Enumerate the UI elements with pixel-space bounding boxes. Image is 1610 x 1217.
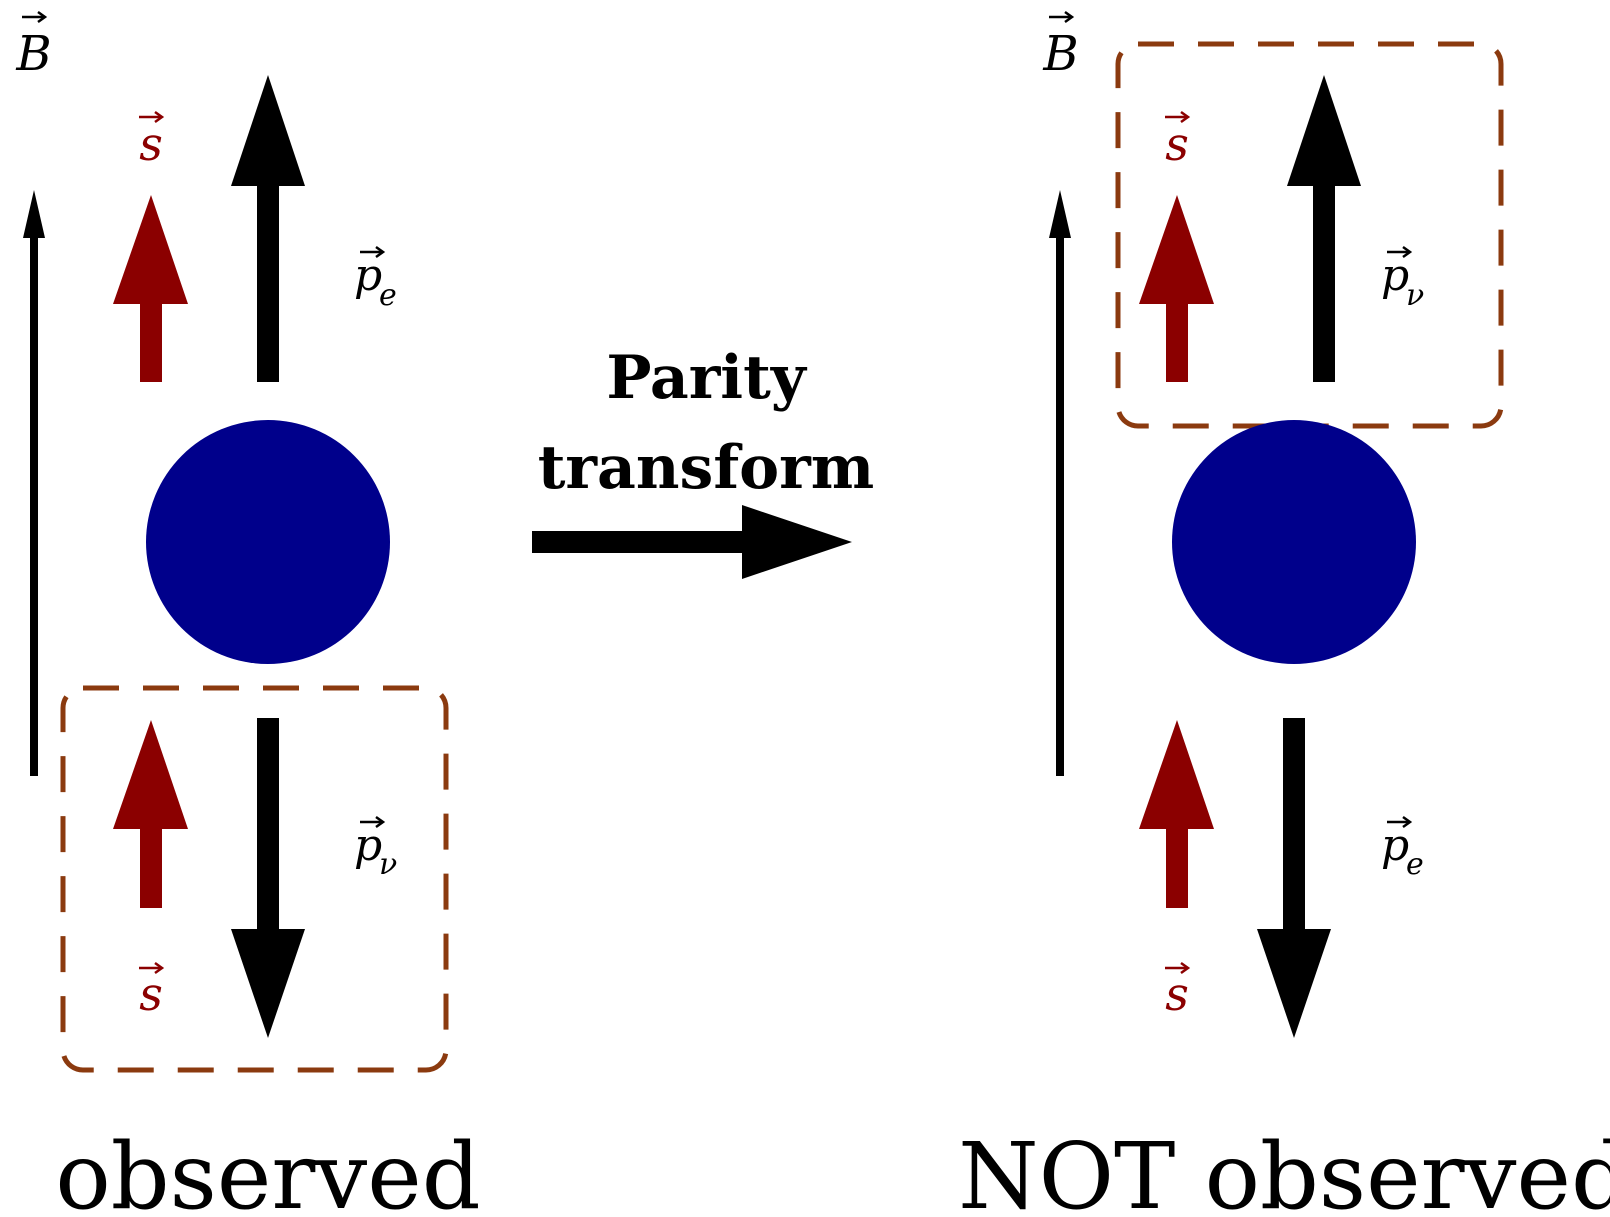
right-momentum-bottom-arrow — [1257, 718, 1331, 1038]
left-momentum-top-sub: e — [379, 278, 397, 313]
right-momentum-bottom-sub: e — [1406, 847, 1424, 882]
left-field-arrow — [23, 190, 45, 776]
right-field-label: B — [1042, 10, 1079, 82]
right-momentum-top-sub: ν — [1406, 278, 1424, 313]
left-spin-bottom-label-text: s — [139, 967, 163, 1021]
parity-transform-line2: transform — [538, 433, 875, 503]
left-caption: observed — [55, 1123, 480, 1217]
right-spin-bottom-label: s — [1163, 961, 1190, 1021]
left-nucleus — [146, 420, 390, 664]
left-field-label-text: B — [15, 26, 51, 82]
left-spin-top-arrow — [113, 195, 188, 382]
left-momentum-top-arrow — [231, 75, 305, 382]
right-field-label-text: B — [1042, 26, 1078, 82]
right-spin-top-arrow — [1139, 195, 1214, 382]
left-spin-bottom-arrow — [113, 720, 188, 908]
right-panel: B s p ν s — [958, 10, 1610, 1217]
left-field-label: B — [15, 10, 52, 82]
right-spin-top-label-text: s — [1165, 117, 1189, 171]
right-field-arrow — [1049, 190, 1071, 776]
right-spin-bottom-label-text: s — [1165, 967, 1189, 1021]
right-momentum-bottom-base: p — [1381, 820, 1409, 871]
right-spin-top-label: s — [1163, 110, 1190, 171]
right-caption: NOT observed — [958, 1123, 1610, 1217]
right-momentum-top-label: p ν — [1381, 245, 1424, 313]
left-momentum-bottom-sub: ν — [379, 847, 397, 882]
left-momentum-top-label: p e — [354, 245, 397, 313]
right-momentum-top-base: p — [1381, 250, 1409, 301]
left-spin-top-label: s — [137, 110, 164, 171]
left-momentum-bottom-base: p — [354, 820, 382, 871]
left-momentum-bottom-label: p ν — [354, 815, 397, 882]
parity-transform: Parity transform — [532, 343, 874, 579]
left-panel: B s p e s — [15, 10, 481, 1217]
right-nucleus — [1172, 420, 1416, 664]
left-momentum-top-base: p — [354, 250, 382, 301]
parity-transform-arrow — [532, 505, 852, 579]
right-momentum-top-arrow — [1287, 75, 1361, 382]
left-spin-top-label-text: s — [139, 117, 163, 171]
left-momentum-bottom-arrow — [231, 718, 305, 1038]
right-spin-bottom-arrow — [1139, 720, 1214, 908]
left-spin-bottom-label: s — [137, 961, 164, 1021]
right-momentum-bottom-label: p e — [1381, 815, 1424, 882]
left-highlight-box — [60, 685, 449, 1073]
parity-transform-line1: Parity — [606, 343, 808, 413]
